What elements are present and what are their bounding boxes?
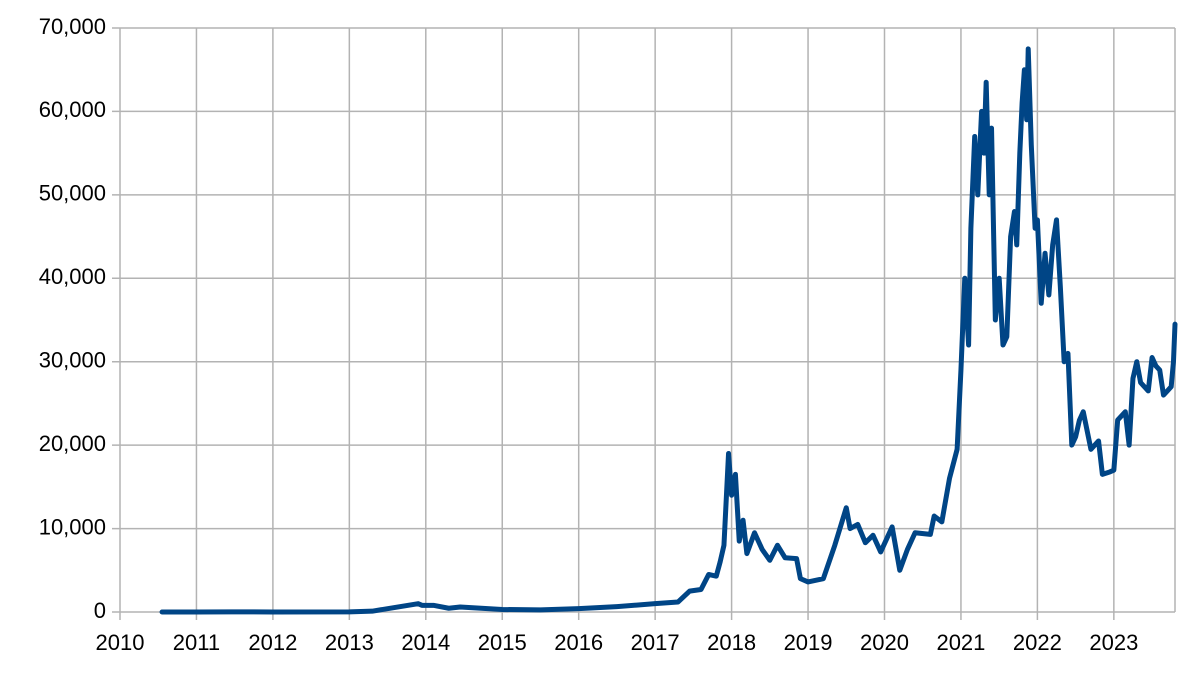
x-tick-label: 2017 bbox=[631, 630, 680, 655]
x-tick-label: 2014 bbox=[401, 630, 450, 655]
x-tick-label: 2018 bbox=[707, 630, 756, 655]
x-tick-label: 2023 bbox=[1089, 630, 1138, 655]
x-tick-label: 2019 bbox=[784, 630, 833, 655]
x-tick-label: 2010 bbox=[96, 630, 145, 655]
x-tick-label: 2022 bbox=[1013, 630, 1062, 655]
y-tick-label: 20,000 bbox=[39, 431, 106, 456]
x-tick-label: 2012 bbox=[248, 630, 297, 655]
y-tick-label: 10,000 bbox=[39, 514, 106, 539]
x-tick-label: 2020 bbox=[860, 630, 909, 655]
y-tick-label: 60,000 bbox=[39, 97, 106, 122]
x-tick-label: 2011 bbox=[173, 630, 220, 655]
y-tick-label: 0 bbox=[94, 598, 106, 623]
x-tick-label: 2021 bbox=[936, 630, 985, 655]
y-tick-label: 40,000 bbox=[39, 264, 106, 289]
x-tick-label: 2013 bbox=[325, 630, 374, 655]
price-line bbox=[159, 46, 1178, 615]
x-tick-label: 2015 bbox=[478, 630, 527, 655]
y-tick-label: 30,000 bbox=[39, 348, 106, 373]
y-tick-label: 50,000 bbox=[39, 181, 106, 206]
y-tick-label: 70,000 bbox=[39, 14, 106, 39]
x-tick-label: 2016 bbox=[554, 630, 603, 655]
